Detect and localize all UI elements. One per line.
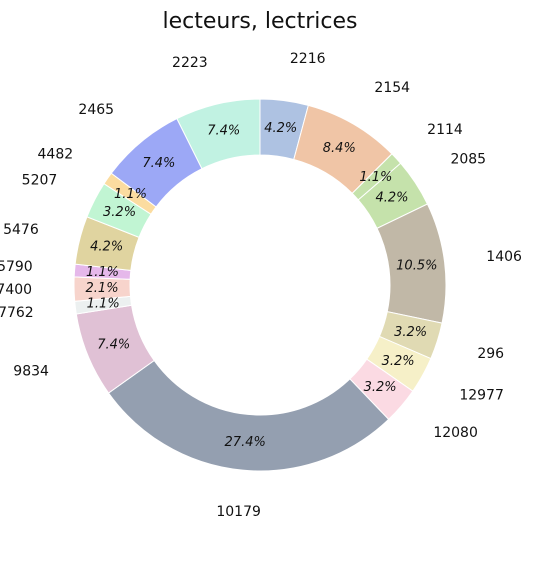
percent-label-5476: 4.2% [90, 239, 123, 254]
category-label-5790: 5790 [0, 259, 33, 275]
percent-label-2216: 4.2% [264, 121, 297, 136]
donut-slice-2223 [176, 98, 261, 170]
category-label-12977: 12977 [459, 388, 504, 404]
category-label-2154: 2154 [374, 80, 410, 96]
category-label-5207: 5207 [22, 173, 58, 189]
donut-slice-10179 [107, 359, 390, 472]
percent-label-12977: 3.2% [382, 354, 415, 369]
category-label-2216: 2216 [290, 51, 326, 67]
percent-label-2154: 8.4% [323, 141, 356, 156]
percent-label-2114: 1.1% [359, 170, 392, 185]
category-label-5476: 5476 [3, 222, 39, 238]
category-label-7762: 7762 [0, 305, 34, 321]
percent-label-4482: 1.1% [114, 187, 147, 202]
percent-label-7762: 1.1% [87, 297, 120, 312]
category-label-2085: 2085 [450, 152, 486, 168]
category-label-7400: 7400 [0, 282, 32, 298]
percent-label-2465: 7.4% [142, 156, 175, 171]
percent-label-5790: 1.1% [86, 265, 119, 280]
category-label-2465: 2465 [78, 102, 114, 118]
donut-slices [73, 98, 447, 472]
category-label-2114: 2114 [427, 122, 463, 138]
category-label-9834: 9834 [13, 363, 49, 379]
percent-label-12080: 3.2% [364, 380, 397, 395]
percent-label-5207: 3.2% [103, 205, 136, 220]
category-label-4482: 4482 [38, 146, 74, 162]
percent-labels: 4.2%8.4%1.1%4.2%10.5%3.2%3.2%3.2%27.4%7.… [86, 121, 438, 450]
percent-label-10179: 27.4% [225, 435, 266, 450]
percent-label-1406: 10.5% [396, 258, 437, 273]
chart-title: lecteurs, lectrices [163, 9, 358, 34]
percent-label-9834: 7.4% [97, 337, 130, 352]
category-label-12080: 12080 [433, 425, 478, 441]
percent-label-2223: 7.4% [207, 124, 240, 139]
percent-label-296: 3.2% [394, 325, 427, 340]
category-label-2223: 2223 [172, 55, 208, 71]
category-labels: 2216 2154 2114 2085 1406 296 12977 12080 10179 98… [0, 51, 522, 520]
category-label-10179: 10179 [216, 504, 261, 520]
percent-label-7400: 2.1% [86, 281, 119, 296]
category-label-1406: 1406 [486, 249, 522, 265]
percent-label-2085: 4.2% [375, 191, 408, 206]
category-label-296: 296 [477, 346, 504, 362]
